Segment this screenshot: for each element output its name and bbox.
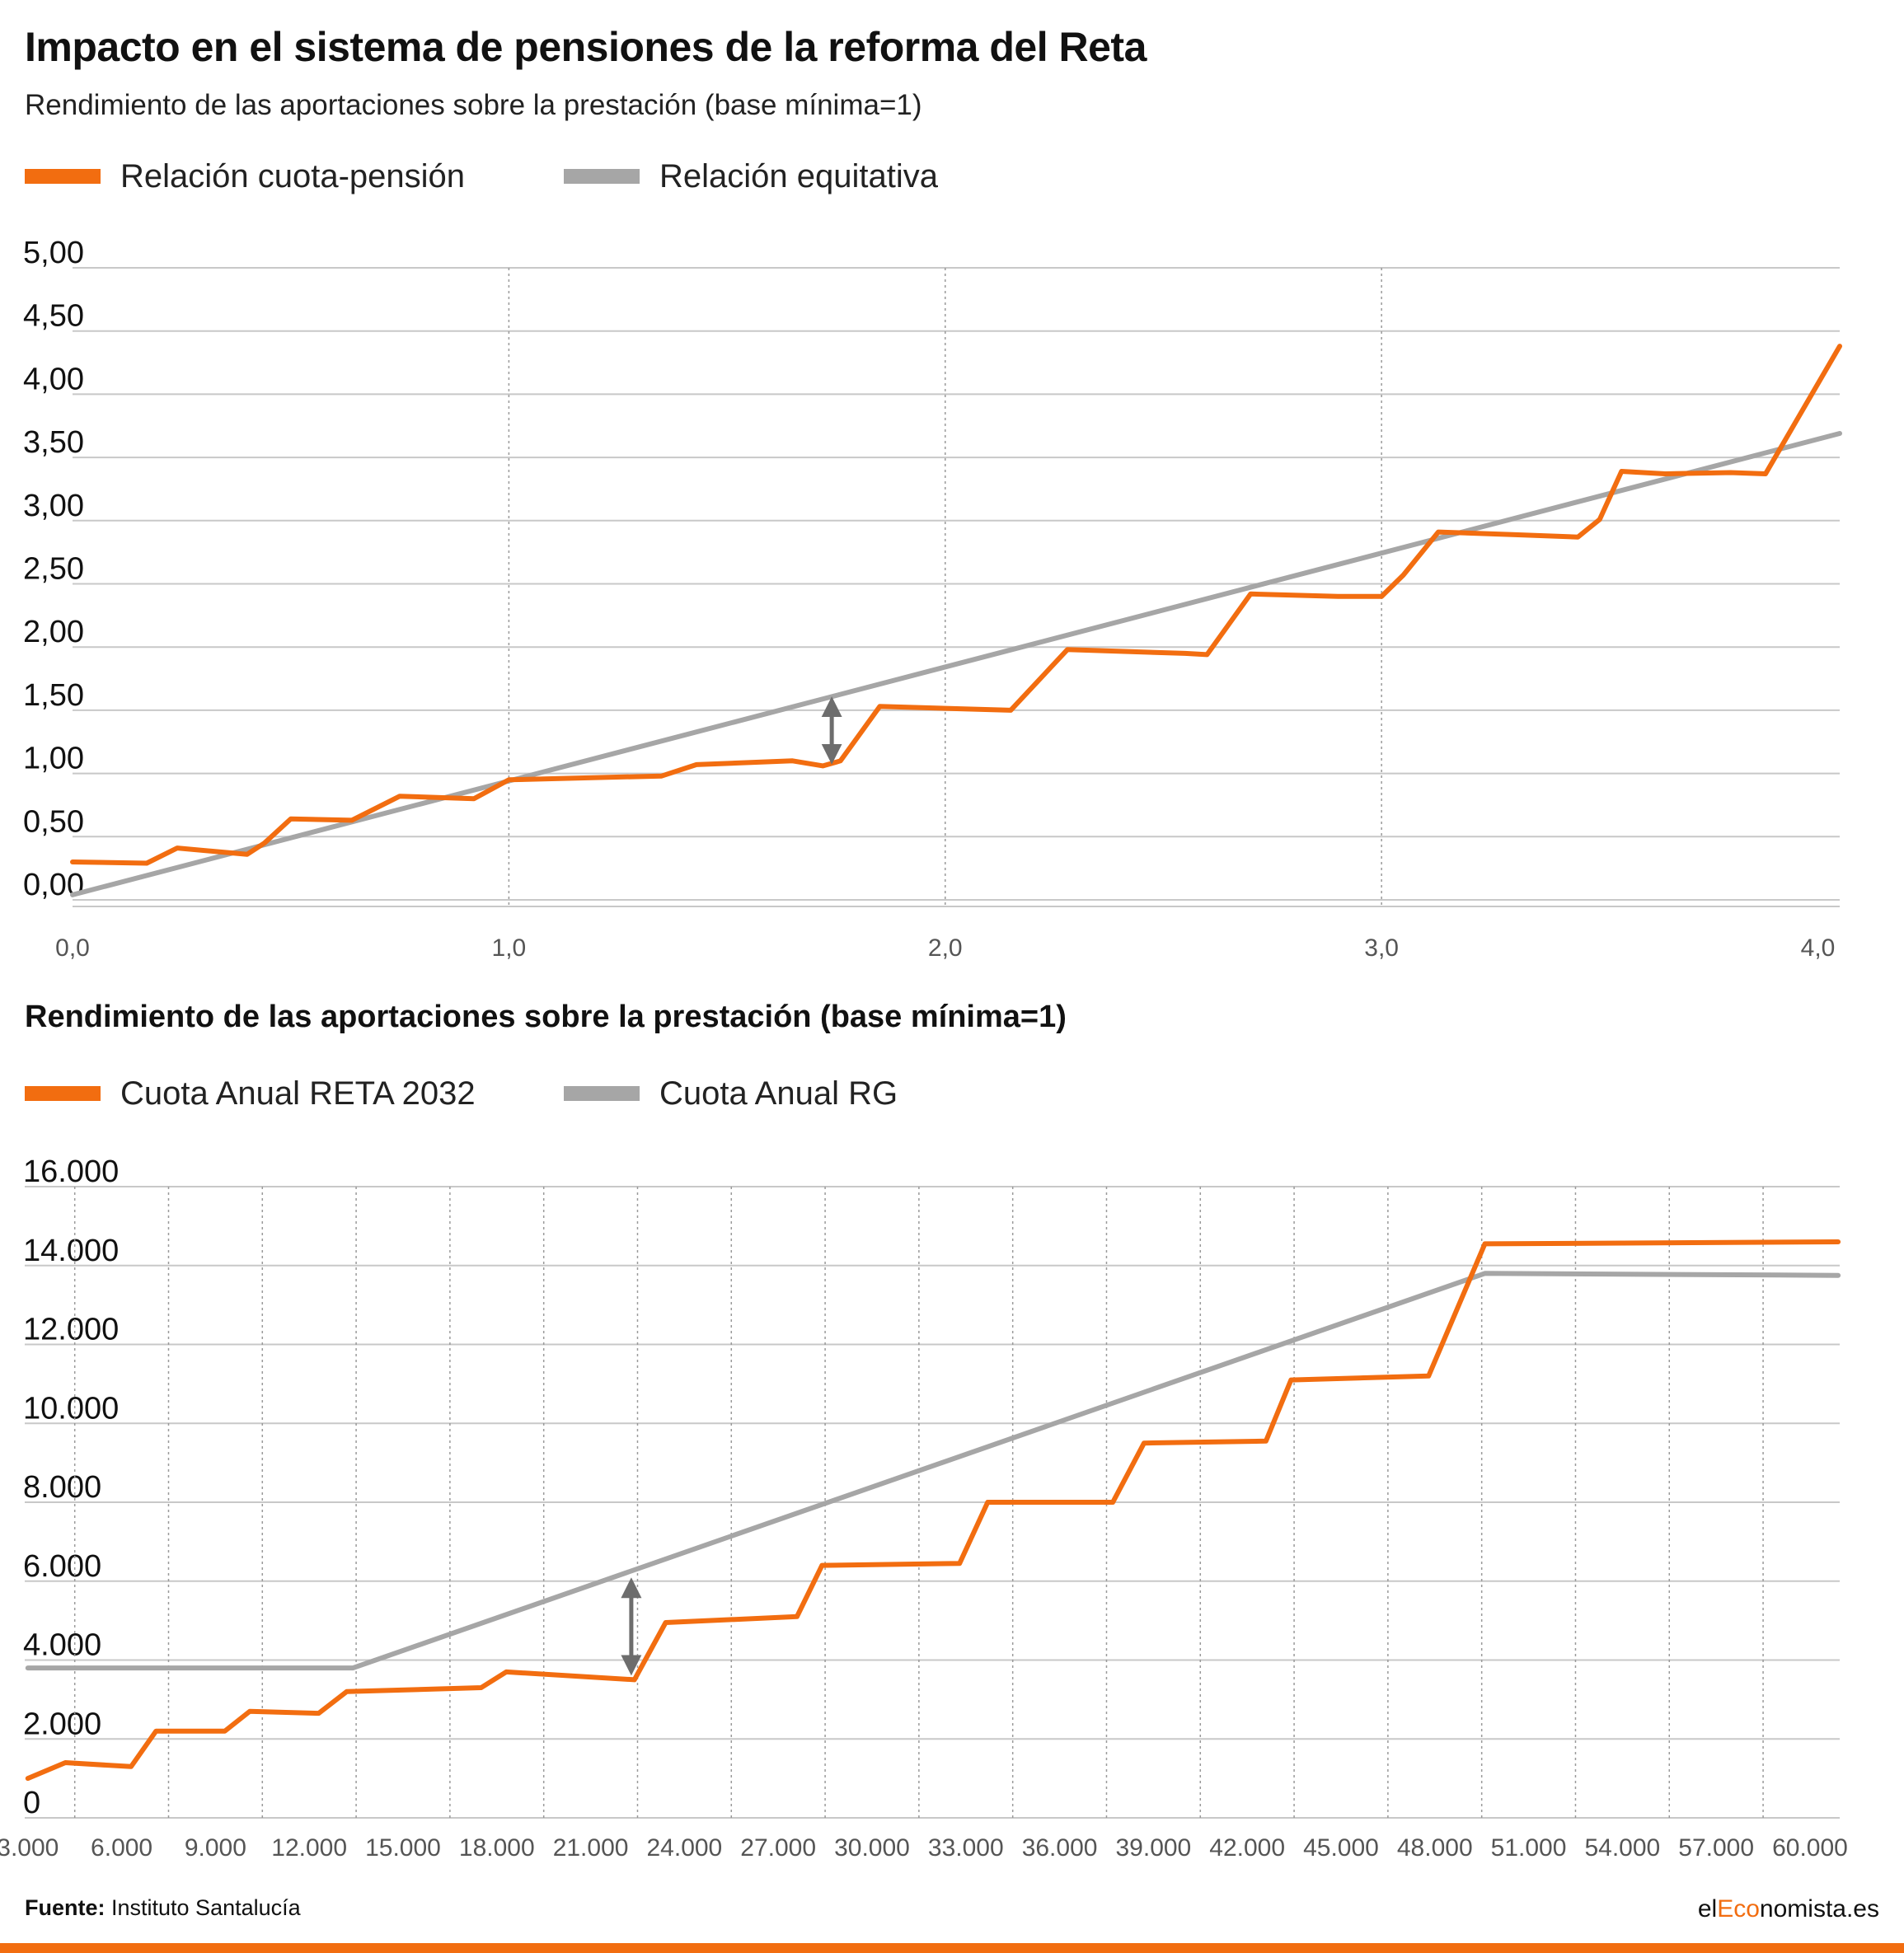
legend-item-cuota-anual-rg: Cuota Anual RG — [564, 1069, 898, 1118]
legend-swatch-gray — [564, 169, 640, 184]
chart-cuota-anual: 0 2.000 4.000 6.000 8.000 10.000 12.000 14.000 1… — [0, 1154, 1848, 1862]
x-tick-label: 51.000 — [1491, 1834, 1567, 1862]
x-tick-label: 27.000 — [740, 1834, 816, 1862]
y-tick-label: 1,50 — [23, 678, 84, 713]
y-tick-label: 0,00 — [23, 868, 84, 902]
x-tick-label: 45.000 — [1303, 1834, 1379, 1862]
x-tick-label: 3,0 — [1364, 934, 1399, 962]
chart-relacion: 0,00 0,50 1,00 1,50 2,00 2,50 3,00 3,50 4,00 4,50… — [23, 236, 1842, 962]
legend-swatch-orange — [25, 169, 101, 184]
y-tick-label: 4,50 — [23, 299, 84, 334]
legend-item-cuota-anual-reta: Cuota Anual RETA 2032 — [25, 1069, 476, 1118]
y-tick-label: 0,50 — [23, 804, 84, 839]
series-line-gray — [70, 431, 1842, 897]
y-tick-label: 14.000 — [23, 1234, 119, 1268]
x-tick-label: 2,0 — [928, 934, 963, 962]
y-tick-label: 2.000 — [23, 1707, 101, 1741]
bottom-accent-bar — [0, 1943, 1904, 1953]
source-label: Fuente: — [25, 1895, 106, 1920]
y-tick-label: 5,00 — [23, 236, 84, 270]
chart-subtitle: Rendimiento de las aportaciones sobre la… — [25, 89, 922, 121]
legend-label: Relación equitativa — [659, 157, 938, 194]
source-note: Fuente: Instituto Santalucía — [25, 1895, 301, 1921]
series-line-orange — [70, 344, 1842, 866]
brand-prefix: el — [1697, 1895, 1718, 1923]
x-tick-label: 3.000 — [0, 1834, 59, 1862]
x-tick-label: 6.000 — [91, 1834, 152, 1862]
x-tick-label: 0,0 — [55, 934, 90, 962]
y-tick-label: 10.000 — [23, 1391, 119, 1426]
x-tick-label: 15.000 — [365, 1834, 441, 1862]
y-tick-label: 12.000 — [23, 1313, 119, 1347]
x-tick-label: 42.000 — [1209, 1834, 1285, 1862]
y-tick-label: 6.000 — [23, 1549, 101, 1584]
y-tick-label: 4.000 — [23, 1628, 101, 1663]
second-chart-title: Rendimiento de las aportaciones sobre la… — [25, 1000, 1067, 1034]
legend-label: Cuota Anual RETA 2032 — [120, 1075, 476, 1112]
legend-label: Relación cuota-pensión — [120, 157, 466, 194]
x-tick-label: 30.000 — [834, 1834, 910, 1862]
x-tick-label: 1,0 — [492, 934, 527, 962]
y-tick-label: 2,00 — [23, 615, 84, 649]
y-tick-label: 0 — [23, 1786, 40, 1820]
y-tick-label: 4,00 — [23, 362, 84, 396]
y-tick-label: 1,00 — [23, 742, 84, 776]
series-line-gray — [25, 1271, 1841, 1671]
x-tick-label: 48.000 — [1397, 1834, 1473, 1862]
x-tick-label: 24.000 — [646, 1834, 722, 1862]
x-tick-label: 54.000 — [1584, 1834, 1660, 1862]
series-line-orange — [25, 1239, 1841, 1782]
x-tick-label: 60.000 — [1772, 1834, 1848, 1862]
brand-logo: elEconomista.es — [1698, 1895, 1879, 1923]
x-tick-label: 18.000 — [459, 1834, 535, 1862]
x-tick-label: 9.000 — [185, 1834, 246, 1862]
y-tick-label: 3,50 — [23, 425, 84, 460]
chart-title: Impacto en el sistema de pensiones de la… — [25, 24, 1147, 70]
y-tick-label: 2,50 — [23, 552, 84, 587]
y-tick-label: 8.000 — [23, 1470, 101, 1505]
y-tick-label: 16.000 — [23, 1154, 119, 1189]
x-tick-label: 36.000 — [1022, 1834, 1098, 1862]
x-tick-label: 4,0 — [1801, 934, 1836, 962]
legend-swatch-gray — [564, 1086, 640, 1101]
y-tick-label: 3,00 — [23, 489, 84, 523]
legend-swatch-orange — [25, 1086, 101, 1101]
x-tick-label: 12.000 — [271, 1834, 347, 1862]
brand-accent: Eco — [1717, 1895, 1760, 1923]
source-text: Instituto Santalucía — [105, 1895, 301, 1920]
legend-label: Cuota Anual RG — [659, 1075, 898, 1112]
brand-suffix: nomista.es — [1759, 1895, 1879, 1923]
x-tick-label: 21.000 — [553, 1834, 629, 1862]
legend-item-relacion-cuota-pension: Relación cuota-pensión — [25, 152, 465, 201]
x-tick-label: 39.000 — [1115, 1834, 1191, 1862]
legend-item-relacion-equitativa: Relación equitativa — [564, 152, 938, 201]
x-tick-label: 57.000 — [1678, 1834, 1754, 1862]
x-tick-label: 33.000 — [928, 1834, 1004, 1862]
